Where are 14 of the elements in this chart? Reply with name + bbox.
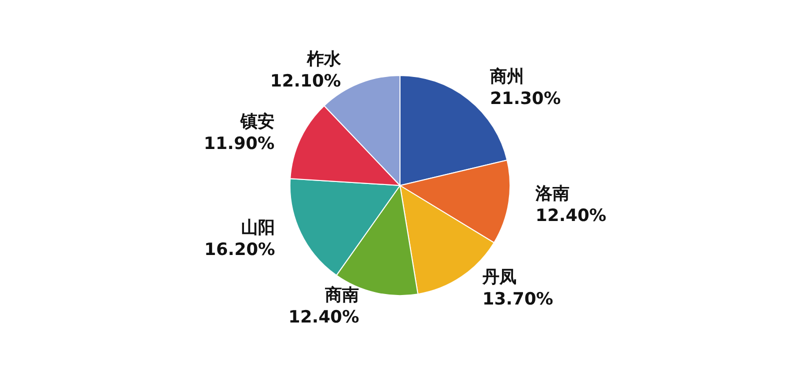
slice-label: 洛南 — [534, 184, 570, 204]
slice-label: 镇安 — [240, 112, 275, 132]
data-label: 11.90% — [204, 134, 275, 154]
data-label: 12.10% — [270, 71, 341, 92]
slice-label: 柞水 — [306, 49, 342, 70]
data-label: 12.40% — [536, 206, 606, 226]
slice-label: 商州 — [488, 67, 524, 88]
slice-label: 商南 — [324, 285, 360, 306]
data-label: 21.30% — [490, 89, 561, 110]
data-label: 16.20% — [204, 240, 276, 260]
slice-label: 丹凤 — [481, 267, 516, 288]
data-label: 13.70% — [482, 289, 554, 310]
data-label: 12.40% — [288, 307, 360, 328]
slice-label: 山阳 — [241, 218, 276, 238]
